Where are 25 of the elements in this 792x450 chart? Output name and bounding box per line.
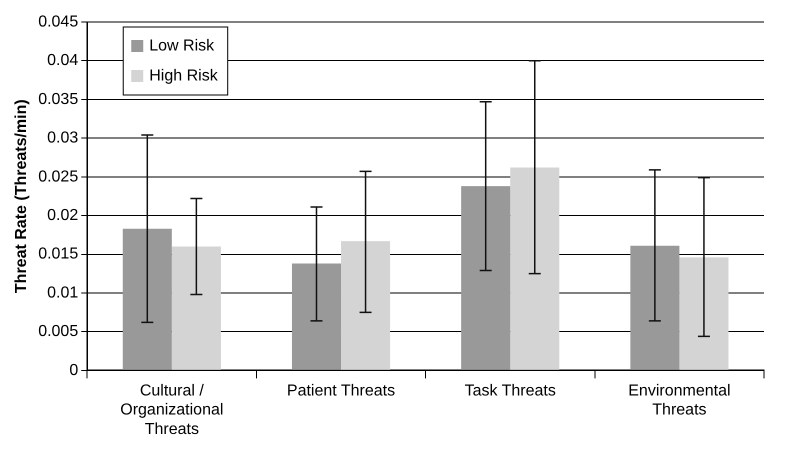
- bar: [679, 257, 728, 370]
- x-tick-label: Patient Threats: [286, 382, 396, 400]
- bar: [510, 168, 560, 370]
- bar: [292, 264, 342, 370]
- x-tick-label: Task Threats: [464, 382, 556, 400]
- y-tick-label: 0.035: [38, 90, 78, 108]
- bar: [341, 241, 390, 370]
- x-tick-label: Environmental Threats: [628, 382, 731, 419]
- y-tick-label: 0.005: [38, 323, 78, 340]
- x-tick-label: Cultural / Organizational Threats: [120, 382, 224, 438]
- y-tick-label: 0: [69, 362, 78, 379]
- y-tick-label: 0.045: [38, 13, 78, 30]
- y-tick-label: 0.015: [38, 246, 78, 263]
- y-axis-title: Threat Rate (Threats/min): [13, 99, 30, 294]
- y-tick-label: 0.04: [47, 52, 78, 70]
- bar: [630, 246, 680, 370]
- y-tick-label: 0.03: [47, 130, 78, 147]
- bar: [461, 186, 510, 370]
- bar: [172, 246, 221, 370]
- y-tick-label: 0.01: [47, 284, 78, 302]
- y-tick-label: 0.02: [47, 206, 78, 224]
- bar: [122, 228, 172, 370]
- legend-label: Low Risk: [149, 37, 216, 54]
- legend-label: High Risk: [149, 67, 219, 84]
- y-tick-label: 0.025: [38, 168, 78, 186]
